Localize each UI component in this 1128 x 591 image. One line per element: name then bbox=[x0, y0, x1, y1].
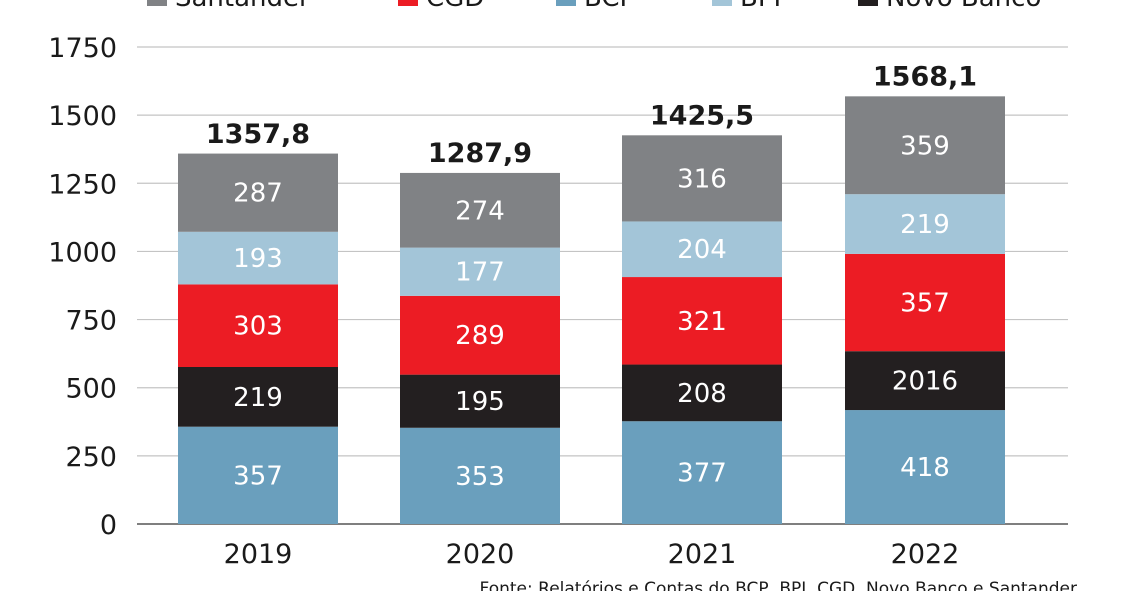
data-label-cgd-2021: 321 bbox=[677, 307, 727, 337]
source-note: Fonte: Relatórios e Contas do BCP, BPI, … bbox=[480, 579, 1077, 591]
bar-bpi-2021 bbox=[622, 221, 782, 278]
bar-bpi-2022 bbox=[845, 194, 1005, 254]
legend-swatch-bcp bbox=[556, 0, 576, 6]
legend-swatch-bpi bbox=[712, 0, 732, 6]
bar-bcp-2020 bbox=[400, 427, 560, 524]
data-label-novo-banco-2019: 219 bbox=[233, 383, 283, 413]
bar-novo-banco-2022 bbox=[845, 351, 1005, 411]
total-label-2019: 1357,8 bbox=[206, 119, 310, 150]
data-label-cgd-2019: 303 bbox=[233, 312, 283, 342]
total-label-2022: 1568,1 bbox=[873, 62, 977, 93]
bar-novo-banco-2019 bbox=[178, 366, 338, 427]
bar-cgd-2020 bbox=[400, 295, 560, 375]
y-tick-label-1250: 1250 bbox=[48, 169, 117, 200]
legend-swatch-novo-banco bbox=[858, 0, 878, 6]
y-tick-label-250: 250 bbox=[65, 442, 117, 473]
legend-label-bcp: BCP bbox=[584, 0, 635, 13]
bar-cgd-2022 bbox=[845, 253, 1005, 352]
data-label-cgd-2022: 357 bbox=[900, 289, 950, 319]
legend-swatch-santander bbox=[147, 0, 167, 6]
data-label-santander-2021: 316 bbox=[677, 164, 727, 194]
legend-label-cgd: CGD bbox=[426, 0, 484, 13]
x-tick-label-2022: 2022 bbox=[891, 539, 960, 570]
bar-santander-2021 bbox=[622, 135, 782, 222]
total-label-2021: 1425,5 bbox=[650, 100, 754, 131]
data-label-bpi-2021: 204 bbox=[677, 235, 727, 265]
data-label-santander-2020: 274 bbox=[455, 196, 505, 226]
legend-label-santander: Santander bbox=[175, 0, 310, 13]
data-label-cgd-2020: 289 bbox=[455, 321, 505, 351]
bar-bcp-2022 bbox=[845, 410, 1005, 524]
legend-label-bpi: BPI bbox=[740, 0, 781, 13]
data-label-bcp-2022: 418 bbox=[900, 453, 950, 483]
data-label-santander-2019: 287 bbox=[233, 179, 283, 209]
bar-bpi-2020 bbox=[400, 247, 560, 296]
y-axis: 0 250 500 750 1000 1250 1500 1750 bbox=[48, 33, 117, 541]
y-tick-label-1000: 1000 bbox=[48, 237, 117, 268]
legend-label-novo-banco: Novo Banco bbox=[886, 0, 1041, 13]
bar-santander-2019 bbox=[178, 153, 338, 232]
x-tick-label-2020: 2020 bbox=[446, 539, 515, 570]
x-axis: 2019 2020 2021 2022 bbox=[224, 539, 960, 570]
data-label-bcp-2021: 377 bbox=[677, 459, 727, 489]
y-tick-label-1500: 1500 bbox=[48, 101, 117, 132]
y-tick-label-0: 0 bbox=[100, 510, 117, 541]
bar-cgd-2019 bbox=[178, 284, 338, 367]
data-label-novo-banco-2021: 208 bbox=[677, 379, 727, 409]
legend-swatch-cgd bbox=[398, 0, 418, 6]
y-tick-label-500: 500 bbox=[65, 374, 117, 405]
data-label-bpi-2019: 193 bbox=[233, 244, 283, 274]
bars: 357 219 303 193 287 1357,8 353 195 289 177 274 1287… bbox=[178, 62, 1005, 524]
data-label-novo-banco-2022: 2016 bbox=[892, 367, 958, 397]
bar-bpi-2019 bbox=[178, 231, 338, 285]
y-tick-label-750: 750 bbox=[65, 306, 117, 337]
bar-cgd-2021 bbox=[622, 277, 782, 365]
x-tick-label-2021: 2021 bbox=[668, 539, 737, 570]
bar-santander-2020 bbox=[400, 172, 560, 248]
y-tick-label-1750: 1750 bbox=[48, 33, 117, 64]
data-label-novo-banco-2020: 195 bbox=[455, 387, 505, 417]
bar-bcp-2019 bbox=[178, 426, 338, 524]
data-label-bpi-2022: 219 bbox=[900, 210, 950, 240]
data-label-bpi-2020: 177 bbox=[455, 258, 505, 288]
data-label-santander-2022: 359 bbox=[900, 131, 950, 161]
data-label-bcp-2019: 357 bbox=[233, 461, 283, 491]
bar-santander-2022 bbox=[845, 96, 1005, 195]
total-label-2020: 1287,9 bbox=[428, 138, 532, 169]
x-tick-label-2019: 2019 bbox=[224, 539, 293, 570]
data-label-bcp-2020: 353 bbox=[455, 462, 505, 492]
legend: Santander CGD BCP BPI Novo Banco bbox=[147, 0, 1041, 13]
bar-novo-banco-2021 bbox=[622, 364, 782, 422]
bar-bcp-2021 bbox=[622, 421, 782, 524]
bar-novo-banco-2020 bbox=[400, 374, 560, 428]
